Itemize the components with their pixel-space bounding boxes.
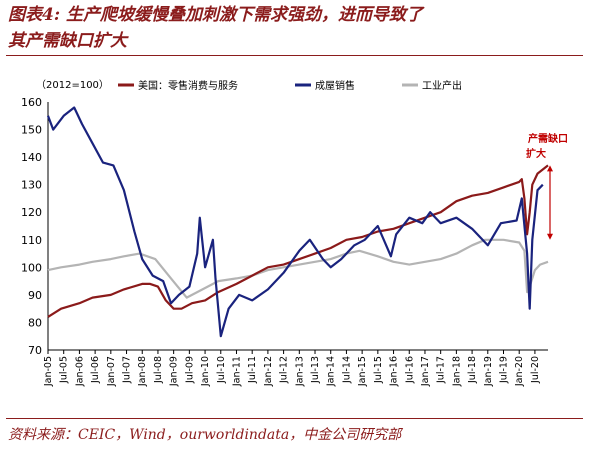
y-tick-label: 70 — [28, 344, 42, 357]
x-tick-label: Jan-20 — [514, 356, 525, 387]
x-tick-label: Jul-20 — [530, 356, 541, 384]
annotation-arrow-down-icon — [547, 233, 553, 240]
x-tick-label: Jan-17 — [420, 356, 431, 387]
x-tick-label: Jul-16 — [404, 356, 415, 384]
x-tick-label: Jan-16 — [389, 356, 400, 387]
x-tick-label: Jan-14 — [326, 356, 337, 387]
x-tick-label: Jul-18 — [467, 356, 478, 384]
x-tick-label: Jan-13 — [294, 356, 305, 387]
x-tick-label: Jul-09 — [184, 356, 195, 384]
x-tick-label: Jul-07 — [122, 356, 133, 384]
x-tick-label: Jan-08 — [137, 356, 148, 387]
x-tick-label: Jan-06 — [74, 356, 85, 387]
footer-divider — [6, 418, 583, 419]
x-tick-label: Jul-17 — [436, 356, 447, 384]
series-line-2 — [46, 106, 544, 338]
y-tick-label: 120 — [21, 206, 42, 219]
y-tick-label: 110 — [21, 234, 42, 247]
chart-title: 图表4: 生产爬坡缓慢叠加刺激下需求强劲，进而导致了 其产需缺口扩大 — [8, 2, 583, 54]
unit-label: （2012=100） — [36, 79, 109, 91]
x-tick-label: Jan-10 — [200, 356, 211, 387]
y-tick-label: 130 — [21, 179, 42, 192]
series-line-1 — [47, 164, 549, 318]
y-tick-label: 160 — [21, 96, 42, 109]
y-tick-label: 140 — [21, 151, 42, 164]
x-tick-label: Jan-12 — [263, 356, 274, 387]
x-tick-label: Jul-08 — [153, 356, 164, 384]
y-tick-label: 80 — [28, 316, 42, 329]
y-tick-label: 150 — [21, 124, 42, 137]
annotation-arrow-up-icon — [547, 165, 553, 172]
legend-label-2: 成屋销售 — [315, 79, 355, 92]
x-tick-label: Jan-15 — [357, 356, 368, 387]
x-tick-label: Jul-14 — [341, 356, 352, 384]
x-tick-label: Jan-18 — [451, 356, 462, 387]
x-tick-label: Jan-07 — [106, 356, 117, 387]
x-tick-label: Jul-05 — [59, 356, 70, 384]
x-tick-label: Jan-05 — [43, 356, 54, 387]
source-note: 资料来源：CEIC，Wind，ourworldindata，中金公司研究部 — [8, 427, 402, 443]
legend-label-1: 美国：零售消费与服务 — [138, 79, 238, 92]
x-tick-label: Jul-15 — [373, 356, 384, 384]
x-tick-label: Jan-19 — [483, 356, 494, 387]
x-tick-label: Jul-06 — [90, 356, 101, 384]
x-tick-label: Jan-09 — [169, 356, 180, 387]
annotation-text-line1: 产需缺口 — [528, 132, 568, 145]
y-tick-label: 100 — [21, 261, 42, 274]
title-divider — [6, 55, 583, 56]
y-tick-label: 90 — [28, 289, 42, 302]
x-tick-label: Jul-12 — [279, 356, 290, 384]
chart-title-line1: 图表4: 生产爬坡缓慢叠加刺激下需求强劲，进而导致了 — [8, 5, 424, 25]
x-tick-label: Jul-10 — [216, 356, 227, 384]
x-tick-label: Jul-13 — [310, 356, 321, 384]
chart-title-line2: 其产需缺口扩大 — [8, 31, 127, 51]
annotation-text-line2: 扩大 — [526, 147, 546, 160]
legend-label-3: 工业产出 — [422, 79, 462, 92]
x-tick-label: Jan-11 — [231, 356, 242, 387]
x-tick-label: Jul-19 — [498, 356, 509, 384]
x-tick-label: Jul-11 — [247, 356, 258, 384]
